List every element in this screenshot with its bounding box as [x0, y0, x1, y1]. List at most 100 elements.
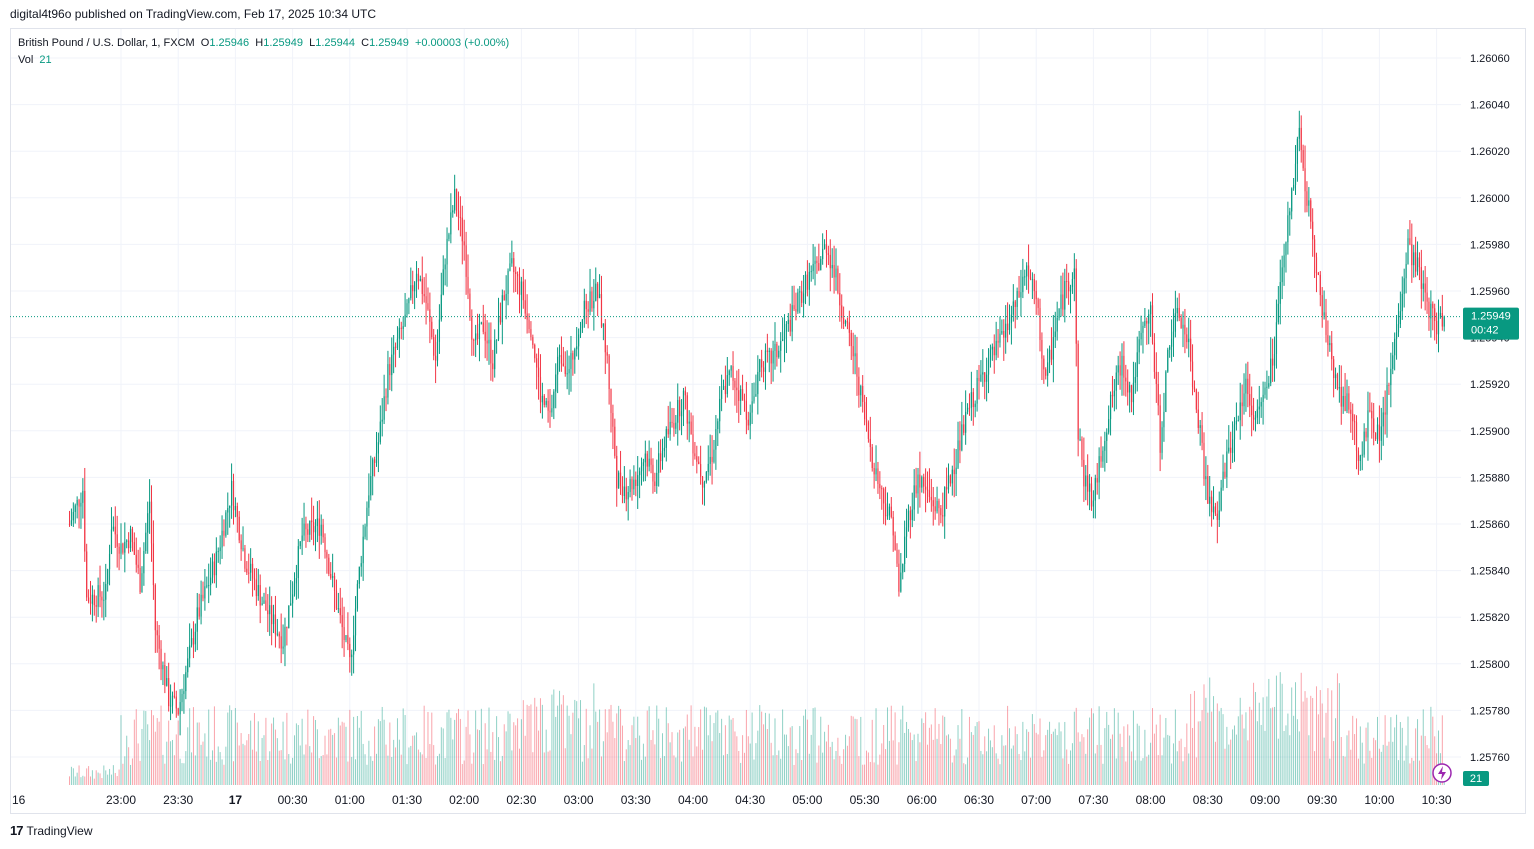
- volume-bar: [1039, 718, 1041, 785]
- volume-bar: [435, 764, 437, 785]
- volume-bar: [1356, 718, 1358, 785]
- volume-bar: [1249, 706, 1251, 785]
- candle-body: [87, 597, 90, 602]
- volume-bar: [1274, 706, 1276, 785]
- candle-body: [244, 548, 246, 569]
- candle-body: [942, 515, 944, 517]
- candle-body: [1201, 425, 1203, 443]
- candles: [68, 110, 1445, 736]
- candle-body: [1373, 418, 1375, 433]
- candle-body: [454, 188, 456, 211]
- volume-bar: [1043, 750, 1045, 785]
- candle-body: [640, 466, 643, 472]
- volume-bar: [879, 754, 881, 785]
- volume-bar: [795, 749, 797, 785]
- candle-body: [299, 541, 301, 547]
- candle-body: [412, 285, 414, 292]
- candle-body: [619, 472, 622, 486]
- candle-body: [1109, 394, 1112, 420]
- candle-body: [492, 363, 494, 370]
- candle-body: [829, 254, 831, 269]
- volume-label[interactable]: Vol: [18, 54, 34, 66]
- candle-body: [1150, 305, 1152, 315]
- candle-body: [286, 626, 288, 629]
- volume-bar: [484, 723, 486, 785]
- candle-body: [394, 346, 397, 348]
- candle-body: [316, 518, 318, 527]
- candle-body: [1397, 324, 1400, 333]
- candle-body: [936, 500, 938, 512]
- candle-body: [156, 630, 158, 636]
- volume-bar: [166, 741, 168, 785]
- volume-bar: [465, 726, 467, 785]
- candle-body: [108, 553, 111, 570]
- volume-bar: [467, 710, 469, 785]
- candle-body: [232, 480, 235, 511]
- volume-bar: [80, 777, 82, 785]
- volume-bar: [686, 714, 688, 785]
- volume-bar: [282, 721, 284, 785]
- candle-body: [1228, 447, 1230, 452]
- volume-bar: [848, 736, 850, 785]
- symbol-name[interactable]: British Pound / U.S. Dollar, 1, FXCM: [18, 37, 195, 49]
- candle-body: [858, 376, 860, 396]
- volume-bar: [835, 750, 837, 785]
- volume-bar: [866, 750, 868, 785]
- candle-body: [844, 321, 847, 324]
- candle-body: [1428, 301, 1430, 319]
- candle-body: [400, 327, 402, 329]
- candle-body: [1281, 267, 1283, 283]
- volume-bar: [892, 740, 894, 785]
- candle-body: [1056, 317, 1058, 332]
- volume-bar: [646, 710, 648, 785]
- volume-bar: [372, 760, 374, 785]
- volume-bar: [845, 734, 847, 785]
- candle-body: [1346, 393, 1348, 411]
- candle-body: [797, 292, 799, 312]
- volume-bar: [532, 752, 534, 785]
- volume-bar: [477, 729, 479, 785]
- candle-body: [1146, 320, 1148, 324]
- candle-body: [621, 485, 624, 496]
- volume-bar: [715, 712, 717, 785]
- volume-bar: [1392, 741, 1394, 785]
- candle-body: [1390, 368, 1392, 386]
- candle-body: [1367, 410, 1369, 438]
- candle-body: [578, 334, 580, 347]
- volume-bar: [419, 752, 421, 785]
- candle-body: [410, 285, 412, 299]
- candle-body: [202, 594, 204, 599]
- lightning-icon[interactable]: [1432, 763, 1452, 783]
- candle-body: [1430, 303, 1432, 319]
- volume-bar: [690, 705, 692, 785]
- volume-bar: [953, 755, 955, 785]
- candle-body: [503, 295, 505, 301]
- candle-body: [1094, 478, 1096, 501]
- volume-bar: [1357, 758, 1359, 785]
- candle-body: [330, 573, 332, 578]
- volume-bar: [297, 725, 299, 785]
- candle-body: [1136, 352, 1138, 377]
- candle-body: [1220, 487, 1222, 511]
- volume-bar: [957, 725, 959, 785]
- volume-badge: 21: [1463, 771, 1489, 786]
- candle-body: [181, 693, 183, 703]
- volume-bar: [383, 719, 385, 785]
- volume-bar: [913, 734, 915, 785]
- candle-body: [1277, 303, 1279, 323]
- candle-body: [1285, 242, 1287, 256]
- volume-bar: [469, 734, 471, 785]
- candle-body: [949, 475, 951, 484]
- y-tick-label: 1.26060: [1470, 53, 1510, 65]
- candle-body: [1008, 323, 1011, 331]
- candle-body: [141, 573, 143, 593]
- candle-body: [490, 339, 492, 364]
- candle-body: [1441, 313, 1443, 327]
- footer-brand[interactable]: 17 TradingView: [10, 823, 93, 838]
- candle-body: [976, 377, 978, 404]
- volume-bar: [1228, 744, 1230, 785]
- volume-bar: [1106, 711, 1108, 785]
- candle-body: [91, 594, 93, 604]
- volume-bar: [221, 759, 223, 785]
